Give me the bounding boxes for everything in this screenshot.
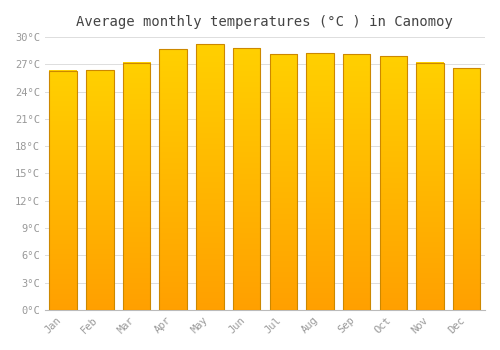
Bar bbox=[306, 54, 334, 310]
Bar bbox=[123, 63, 150, 310]
Bar bbox=[343, 54, 370, 310]
Bar bbox=[196, 44, 224, 310]
Bar bbox=[416, 63, 444, 310]
Bar bbox=[380, 56, 407, 310]
Bar bbox=[86, 70, 114, 310]
Bar bbox=[160, 49, 187, 310]
Bar bbox=[270, 54, 297, 310]
Bar bbox=[453, 68, 480, 310]
Title: Average monthly temperatures (°C ) in Canomoy: Average monthly temperatures (°C ) in Ca… bbox=[76, 15, 454, 29]
Bar bbox=[233, 48, 260, 310]
Bar bbox=[50, 71, 77, 310]
